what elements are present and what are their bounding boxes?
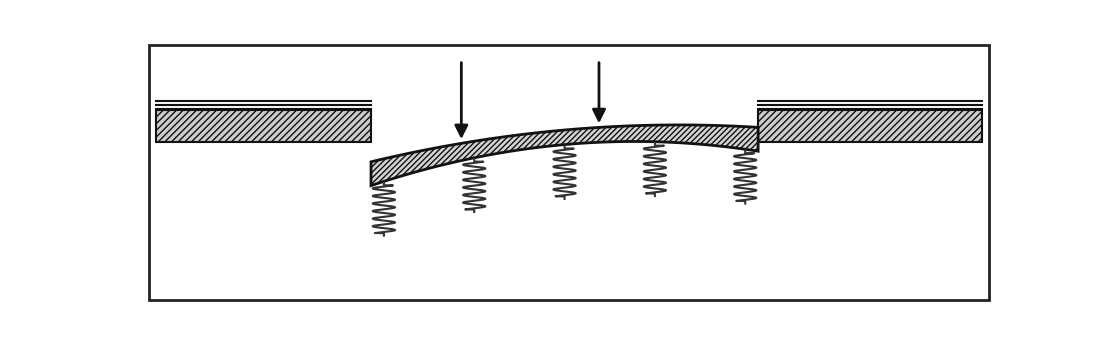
Bar [155, 110, 371, 142]
Bar [758, 110, 982, 142]
Polygon shape [371, 125, 758, 186]
